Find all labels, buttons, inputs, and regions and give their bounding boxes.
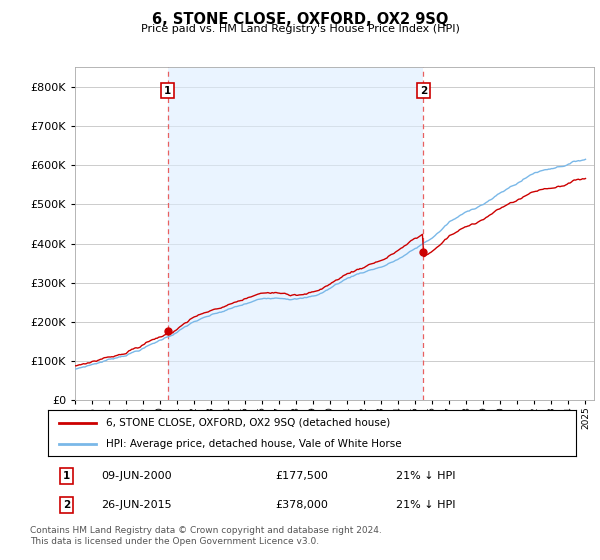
- Text: Contains HM Land Registry data © Crown copyright and database right 2024.
This d: Contains HM Land Registry data © Crown c…: [30, 526, 382, 546]
- Text: 09-JUN-2000: 09-JUN-2000: [101, 471, 172, 480]
- Text: HPI: Average price, detached house, Vale of White Horse: HPI: Average price, detached house, Vale…: [106, 439, 402, 449]
- Text: £177,500: £177,500: [275, 471, 328, 480]
- Text: 1: 1: [164, 86, 171, 96]
- Text: 26-JUN-2015: 26-JUN-2015: [101, 500, 172, 510]
- Text: 6, STONE CLOSE, OXFORD, OX2 9SQ (detached house): 6, STONE CLOSE, OXFORD, OX2 9SQ (detache…: [106, 418, 391, 428]
- Text: 1: 1: [63, 471, 70, 480]
- Text: 2: 2: [63, 500, 70, 510]
- Text: 6, STONE CLOSE, OXFORD, OX2 9SQ: 6, STONE CLOSE, OXFORD, OX2 9SQ: [152, 12, 448, 27]
- Bar: [167, 67, 424, 400]
- Text: 21% ↓ HPI: 21% ↓ HPI: [397, 500, 456, 510]
- Text: 21% ↓ HPI: 21% ↓ HPI: [397, 471, 456, 480]
- Text: 2: 2: [420, 86, 427, 96]
- Text: £378,000: £378,000: [275, 500, 328, 510]
- Text: Price paid vs. HM Land Registry's House Price Index (HPI): Price paid vs. HM Land Registry's House …: [140, 24, 460, 34]
